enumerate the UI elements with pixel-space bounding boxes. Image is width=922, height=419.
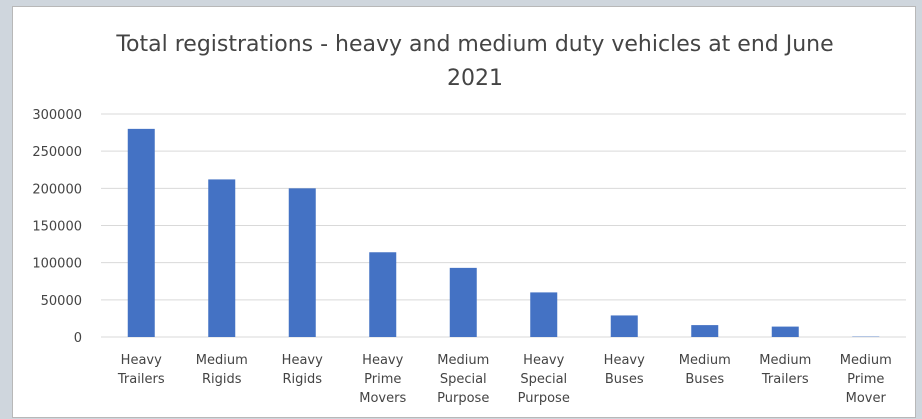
x-category-label: Rigids [282, 372, 322, 387]
y-tick-label: 50000 [41, 294, 82, 309]
bar [289, 188, 316, 337]
x-category-label: Mover [846, 391, 887, 406]
bar [369, 252, 396, 337]
bar [691, 325, 718, 337]
bar [128, 129, 155, 337]
x-axis: Heavy Trailers Medium Rigids Heavy Rigids Heav… [117, 353, 892, 406]
x-category-label: Medium [196, 353, 248, 368]
x-category-label: Rigids [202, 372, 242, 387]
y-tick-label: 300000 [32, 108, 82, 123]
y-axis: 0 50000 100000 150000 200000 250000 300000 [32, 108, 82, 346]
x-category-label: Trailers [761, 372, 809, 387]
y-tick-label: 250000 [32, 145, 82, 160]
x-category-label: Heavy [282, 353, 323, 368]
x-category-label: Medium [840, 353, 892, 368]
x-category-label: Purpose [518, 391, 570, 406]
x-category-label: Special [440, 372, 487, 387]
bar [208, 179, 235, 337]
bar [530, 292, 557, 337]
x-category-label: Buses [685, 372, 724, 387]
bar [611, 315, 638, 337]
x-category-label: Movers [359, 391, 406, 406]
chart-title-line-1: Total registrations - heavy and medium d… [115, 32, 833, 57]
x-category-label: Medium [759, 353, 811, 368]
x-category-label: Prime [364, 372, 401, 387]
chart-title-line-2: 2021 [447, 66, 503, 91]
x-category-label: Medium [437, 353, 489, 368]
bar [450, 268, 477, 337]
x-category-label: Heavy [523, 353, 564, 368]
x-category-label: Special [520, 372, 567, 387]
y-tick-label: 200000 [32, 182, 82, 197]
chart-frame: Total registrations - heavy and medium d… [12, 6, 916, 418]
x-category-label: Heavy [362, 353, 403, 368]
x-category-label: Buses [605, 372, 644, 387]
y-tick-label: 100000 [32, 257, 82, 272]
bars [128, 129, 880, 337]
bar-chart: Total registrations - heavy and medium d… [13, 7, 917, 419]
x-category-label: Heavy [604, 353, 645, 368]
y-tick-label: 150000 [32, 220, 82, 235]
y-tick-label: 0 [74, 331, 82, 346]
bar [772, 327, 799, 337]
x-category-label: Heavy [121, 353, 162, 368]
x-category-label: Medium [679, 353, 731, 368]
x-category-label: Purpose [437, 391, 489, 406]
x-category-label: Trailers [117, 372, 165, 387]
x-category-label: Prime [847, 372, 884, 387]
